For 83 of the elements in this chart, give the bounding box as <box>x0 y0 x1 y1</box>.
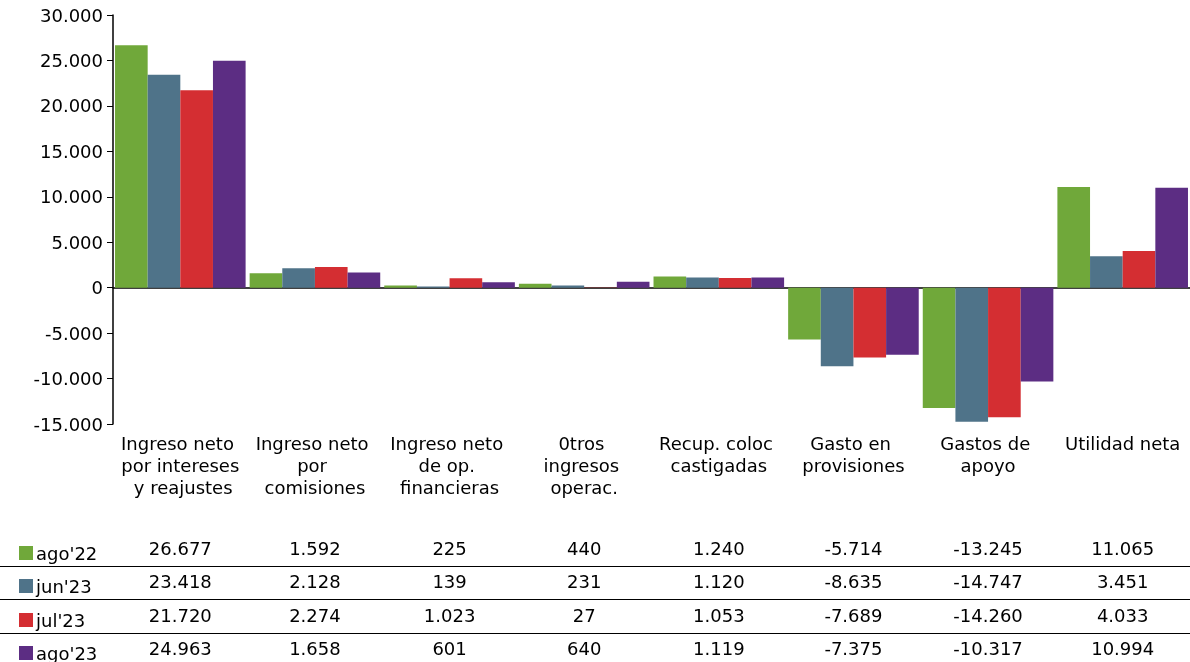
x-tick-label: Ingreso neto por intereses y reajustes <box>121 432 240 498</box>
y-tick-label: -5.000 <box>44 322 103 344</box>
bar <box>718 278 752 288</box>
bar <box>115 45 148 288</box>
data-label: -5.714 <box>823 538 884 559</box>
x-tick-label: Recup. coloc castigadas <box>659 432 779 476</box>
data-label: 24.963 <box>147 638 213 659</box>
bar <box>853 287 887 358</box>
bar <box>449 278 483 288</box>
bar <box>751 277 785 288</box>
y-tick-label: 10.000 <box>40 186 103 208</box>
data-label: 1.053 <box>692 605 746 626</box>
data-label: 1.119 <box>692 638 746 659</box>
x-tick-label: Gastos de apoyo <box>940 432 1036 476</box>
bar <box>347 272 381 288</box>
bar <box>653 276 687 288</box>
bar <box>551 285 585 288</box>
legend-label: ago'22 <box>36 542 98 564</box>
data-label: -7.689 <box>823 605 884 626</box>
data-label: -7.375 <box>823 638 884 659</box>
data-label: 23.418 <box>147 571 213 592</box>
bar <box>482 282 515 288</box>
data-label: 1.120 <box>692 571 746 592</box>
y-tick-label: 30.000 <box>40 4 103 26</box>
bar <box>616 281 650 288</box>
data-label: 4.033 <box>1095 605 1150 626</box>
legend-label: jul'23 <box>35 609 86 631</box>
y-tick-label: 5.000 <box>51 231 103 253</box>
x-tick-label: Ingreso neto por comisiones <box>255 432 375 498</box>
data-label: 2.274 <box>288 605 342 626</box>
y-tick-label: -15.000 <box>33 413 103 435</box>
data-label: 11.065 <box>1090 538 1156 559</box>
data-label: 21.720 <box>147 605 213 626</box>
data-label: 3.451 <box>1095 571 1150 592</box>
data-label: -14.747 <box>952 571 1024 592</box>
data-label: -14.260 <box>952 605 1024 626</box>
x-tick-label: Utilidad neta <box>1064 432 1181 454</box>
bar <box>1122 251 1156 288</box>
bar <box>314 267 348 288</box>
data-label: 1.658 <box>288 638 342 659</box>
legend-label: jun'23 <box>35 575 92 597</box>
bar <box>1155 187 1188 288</box>
data-label: 2.128 <box>288 571 342 592</box>
bar <box>1090 256 1123 288</box>
bar <box>1057 187 1091 288</box>
y-tick-label: 20.000 <box>40 95 103 117</box>
data-label: 601 <box>431 638 468 659</box>
data-label: 27 <box>571 605 597 626</box>
bar <box>384 285 417 288</box>
data-label: -8.635 <box>823 571 884 592</box>
data-label: 10.994 <box>1090 638 1156 659</box>
bar <box>988 287 1021 418</box>
bar <box>249 273 283 288</box>
bar <box>955 287 989 422</box>
x-tick-label: 0tros ingresos operac. <box>543 432 625 498</box>
bar <box>788 287 821 340</box>
data-label: 640 <box>566 638 603 659</box>
bar <box>518 283 552 288</box>
y-tick-label: 0 <box>91 277 103 299</box>
bar <box>212 60 246 288</box>
bar <box>820 287 854 367</box>
data-label: -10.317 <box>952 638 1024 659</box>
y-tick-label: 25.000 <box>40 49 103 71</box>
bar <box>1020 287 1054 382</box>
bar <box>147 74 181 288</box>
data-label: 440 <box>566 538 603 559</box>
data-label: 231 <box>566 571 603 592</box>
bar <box>886 287 919 355</box>
data-label: 225 <box>431 538 468 559</box>
bar <box>686 277 719 288</box>
bar <box>282 268 315 288</box>
x-tick-label: Ingreso neto de op. financieras <box>390 432 509 498</box>
data-label: -13.245 <box>952 538 1024 559</box>
data-label: 139 <box>431 571 468 592</box>
x-tick-label: Gasto en provisiones <box>802 432 905 476</box>
data-label: 26.677 <box>147 538 213 559</box>
y-tick-label: 15.000 <box>40 140 103 162</box>
y-tick-label: -10.000 <box>33 368 103 390</box>
data-label: 1.592 <box>288 538 342 559</box>
data-label: 1.240 <box>692 538 746 559</box>
data-label: 1.023 <box>422 605 477 626</box>
bar <box>180 90 213 288</box>
bar <box>922 287 956 409</box>
